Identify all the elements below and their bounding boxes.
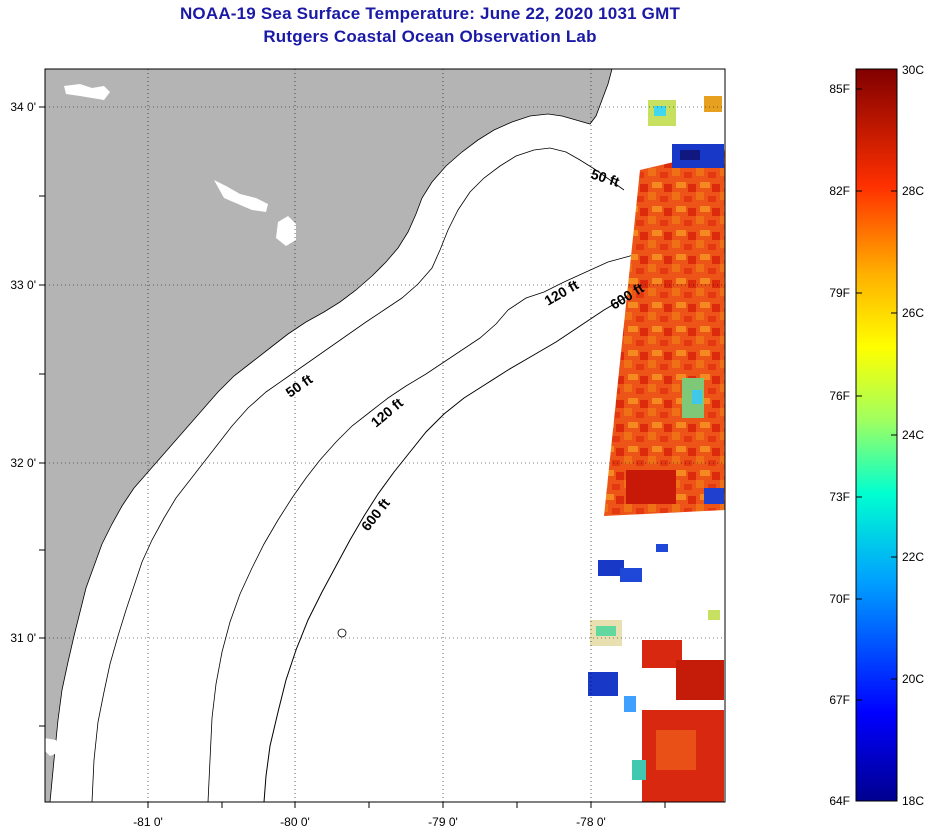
colorbar-c-label: 24C — [902, 428, 924, 442]
sst-cool-patch — [692, 390, 702, 404]
sst-warm-patch — [656, 730, 696, 770]
colorbar-f-label: 73F — [829, 490, 850, 504]
colorbar-ticks — [856, 88, 897, 701]
contour-600ft — [263, 239, 725, 802]
sst-cool-patch — [620, 568, 642, 582]
lon-tick-label: -79 0' — [428, 815, 458, 829]
colorbar-f-label: 70F — [829, 592, 850, 606]
lat-tick-label: 34 0' — [10, 100, 36, 114]
sst-cool-patch — [704, 488, 724, 504]
sst-cool-patch — [588, 672, 618, 696]
inland-lake — [214, 180, 268, 212]
inland-lake — [276, 216, 296, 246]
seamount-contour — [337, 628, 347, 638]
sst-mild-patch — [708, 610, 720, 620]
inland-lake — [64, 84, 110, 100]
colorbar-c-label: 30C — [902, 63, 924, 77]
colorbar-f-label: 67F — [829, 693, 850, 707]
land-mass — [45, 69, 613, 802]
graticule — [45, 69, 725, 802]
sst-cool-patch — [598, 560, 624, 576]
map-subtitle: Rutgers Coastal Ocean Observation Lab — [263, 27, 597, 46]
colorbar-f-label: 76F — [829, 389, 850, 403]
colorbar-f-label: 64F — [829, 794, 850, 808]
sst-warm-patch — [704, 96, 722, 112]
sst-cool-patch — [656, 544, 668, 552]
contour-50ft — [91, 147, 625, 802]
colorbar-c-label: 22C — [902, 550, 924, 564]
sst-swath — [604, 150, 725, 516]
lon-tick-label: -78 0' — [576, 815, 606, 829]
lat-tick-label: 33 0' — [10, 278, 36, 292]
lat-tick-label: 31 0' — [10, 631, 36, 645]
sst-cold-patch — [680, 150, 700, 160]
lon-tick-label: -80 0' — [280, 815, 310, 829]
lat-tick-label: 32 0' — [10, 456, 36, 470]
colorbar-c-label: 20C — [902, 672, 924, 686]
sst-mild-patch — [596, 626, 616, 636]
sst-mild-patch — [632, 760, 646, 780]
sst-hot-patch — [676, 660, 724, 700]
map-title: NOAA-19 Sea Surface Temperature: June 22… — [179, 4, 681, 23]
axis-ticks — [39, 106, 666, 808]
sst-hot-patch — [626, 470, 676, 504]
colorbar-c-label: 18C — [902, 794, 924, 808]
colorbar-f-label: 82F — [829, 184, 850, 198]
inland-lake — [45, 738, 60, 756]
sst-hot-patch — [642, 640, 682, 668]
colorbar-c-label: 28C — [902, 184, 924, 198]
colorbar-f-label: 79F — [829, 286, 850, 300]
colorbar — [855, 68, 898, 802]
contour-120ft — [207, 227, 725, 802]
map-frame — [44, 68, 726, 803]
colorbar-c-label: 26C — [902, 306, 924, 320]
sst-mild-patch — [654, 106, 666, 116]
lon-tick-label: -81 0' — [133, 815, 163, 829]
colorbar-f-label: 85F — [829, 82, 850, 96]
sst-cool-patch — [624, 696, 636, 712]
